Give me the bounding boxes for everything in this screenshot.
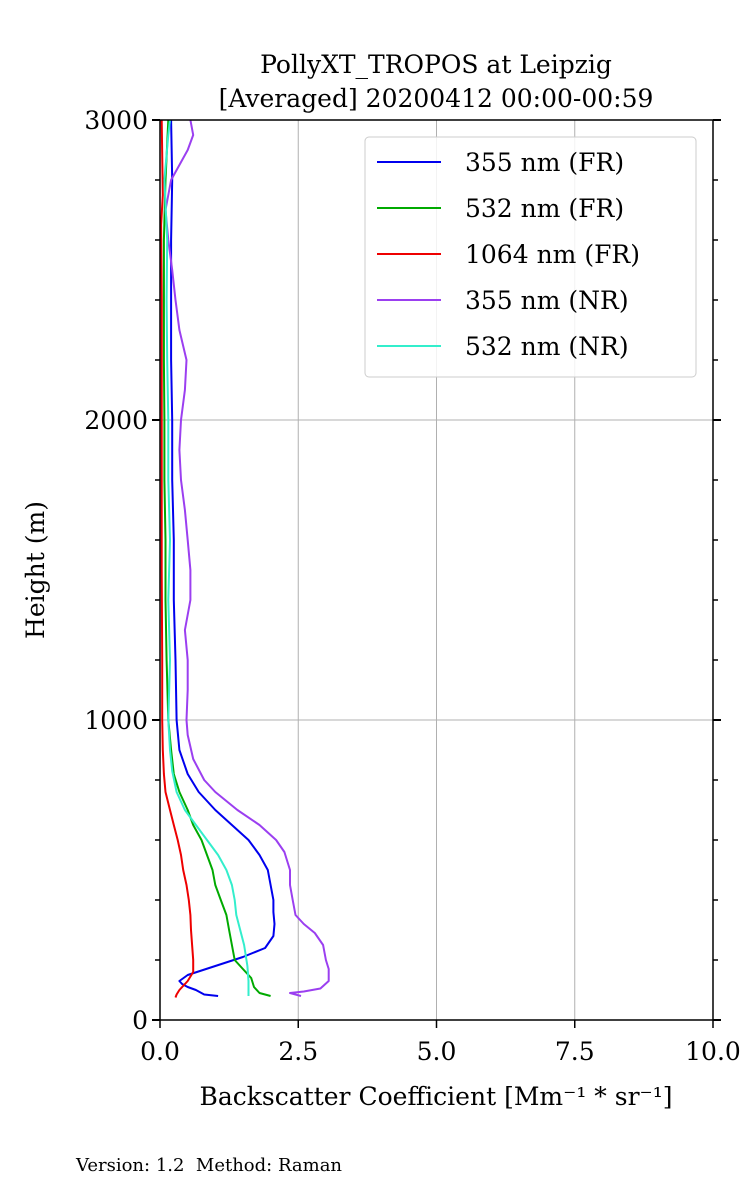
- x-tick-label: 2.5: [278, 1037, 318, 1066]
- series-line-4: [164, 119, 330, 997]
- x-tick-label: 0.0: [140, 1037, 180, 1066]
- series-lines: [160, 119, 330, 998]
- y-tick-label: 1000: [84, 706, 148, 735]
- x-tick-label: 5.0: [417, 1037, 457, 1066]
- x-tick-label: 7.5: [555, 1037, 595, 1066]
- legend-label-4: 355 nm (NR): [465, 286, 629, 315]
- series-line-2: [162, 119, 271, 997]
- series-line-5: [163, 119, 250, 996]
- legend-label-2: 532 nm (FR): [465, 194, 624, 223]
- x-axis-label: Backscatter Coefficient [Mm⁻¹ * sr⁻¹]: [200, 1082, 673, 1111]
- y-tick-label: 2000: [84, 406, 148, 435]
- series-line-3: [160, 119, 195, 998]
- legend-label-5: 532 nm (NR): [465, 332, 629, 361]
- series-line-1: [170, 119, 276, 997]
- legend-label-3: 1064 nm (FR): [465, 240, 640, 269]
- legend-label-1: 355 nm (FR): [465, 148, 624, 177]
- chart-title-line2: [Averaged] 20200412 00:00-00:59: [219, 84, 654, 113]
- footer-version-method: Version: 1.2 Method: Raman: [76, 1155, 343, 1176]
- y-axis-label: Height (m): [21, 501, 50, 639]
- legend: 355 nm (FR) 532 nm (FR) 1064 nm (FR) 355 nm…: [364, 136, 697, 378]
- y-tick-label: 0: [132, 1006, 148, 1035]
- y-tick-label: 3000: [84, 106, 148, 135]
- legend-box: [364, 136, 697, 378]
- x-tick-label: 10.0: [685, 1037, 741, 1066]
- axis-ticks: 0.0 2.5 5.0 7.5 10.0 0 1000 2000 3000: [84, 106, 740, 1066]
- chart-title-line1: PollyXT_TROPOS at Leipzig: [260, 50, 612, 79]
